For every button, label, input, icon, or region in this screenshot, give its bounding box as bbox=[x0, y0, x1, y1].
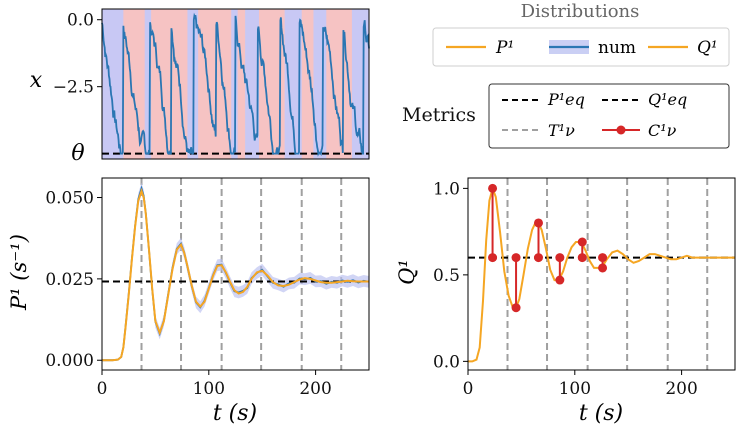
q-t-lines bbox=[506, 178, 709, 370]
distributions-legend: Distributions P¹ num Q¹ bbox=[432, 1, 730, 67]
legend-q-eq-label: Q¹eq bbox=[648, 90, 687, 109]
xtick-label: 100 bbox=[559, 379, 591, 399]
xtick-label: 100 bbox=[193, 379, 225, 399]
c-marker bbox=[488, 183, 498, 193]
trajectory-ytick-label: −2.5 bbox=[53, 78, 94, 98]
q-xticks: 0 100 200 bbox=[463, 370, 698, 399]
q-xlabel: t (s) bbox=[579, 401, 623, 426]
c-marker bbox=[511, 303, 521, 313]
legend-p-eq-label: P¹eq bbox=[547, 90, 585, 109]
xtick-label: 200 bbox=[665, 379, 697, 399]
ytick-label: 0.000 bbox=[45, 351, 94, 371]
c-marker bbox=[555, 275, 565, 285]
ytick-label: 0.5 bbox=[433, 266, 460, 286]
legend-t-label: T¹ν bbox=[548, 121, 575, 140]
c-base-marker bbox=[555, 253, 565, 263]
trajectory-ytick-label: 0.0 bbox=[67, 11, 94, 31]
distributions-title: Distributions bbox=[521, 1, 640, 22]
trajectory-frame bbox=[101, 8, 370, 160]
ytick-label: 0.0 bbox=[433, 352, 460, 372]
c-base-marker bbox=[598, 253, 608, 263]
trajectory-yticks: 0.0 −2.5 bbox=[53, 11, 102, 98]
theta-label: θ bbox=[71, 141, 84, 166]
legend-c-marker bbox=[616, 125, 626, 135]
p-yticks: 0.000 0.025 0.050 bbox=[45, 189, 102, 371]
ytick-label: 0.050 bbox=[45, 189, 94, 209]
p-ylabel: P¹ (s⁻¹) bbox=[7, 234, 31, 311]
trajectory-ylabel: x bbox=[30, 68, 43, 93]
c-points bbox=[488, 183, 608, 313]
legend-num-label: num bbox=[598, 38, 636, 58]
xtick-label: 0 bbox=[97, 379, 108, 399]
metrics-legend: Metrics P¹eq Q¹eq T¹ν C¹ν bbox=[402, 83, 730, 149]
p-xticks: 0 100 200 bbox=[97, 370, 332, 399]
q-ylabel: Q¹ bbox=[395, 259, 419, 285]
c-base-marker bbox=[511, 253, 521, 263]
metrics-box bbox=[488, 83, 730, 149]
legend-c-label: C¹ν bbox=[648, 121, 677, 140]
p-line bbox=[102, 187, 369, 362]
c-base-marker bbox=[488, 253, 498, 263]
c-base-marker bbox=[577, 253, 587, 263]
legend-p-label: P¹ bbox=[495, 38, 514, 58]
ytick-label: 1.0 bbox=[433, 179, 460, 199]
p-xlabel: t (s) bbox=[213, 401, 257, 426]
c-marker bbox=[533, 218, 543, 228]
p-panel: 0.000 0.025 0.050 0 100 200 t (s) P¹ (s⁻¹) bbox=[7, 177, 370, 426]
q-panel: 0.0 0.5 1.0 0 100 200 t (s) Q¹ bbox=[395, 177, 736, 426]
phase-blue-band bbox=[284, 9, 302, 159]
c-marker bbox=[598, 263, 608, 273]
c-base-marker bbox=[533, 253, 543, 263]
p-t-lines bbox=[140, 178, 343, 370]
q-frame bbox=[467, 177, 736, 371]
phase-blue-band bbox=[102, 9, 124, 159]
xtick-label: 200 bbox=[299, 379, 331, 399]
trajectory-panel: 0.0 −2.5 x θ bbox=[30, 8, 370, 166]
phase-blue-band bbox=[144, 9, 152, 159]
c-marker bbox=[577, 237, 587, 247]
legend-q-label: Q¹ bbox=[697, 38, 718, 58]
p-frame bbox=[101, 177, 370, 371]
q-yticks: 0.0 0.5 1.0 bbox=[433, 179, 468, 372]
ytick-label: 0.025 bbox=[45, 270, 94, 290]
phase-blue-band bbox=[245, 9, 259, 159]
trajectory-line bbox=[101, 12, 370, 157]
metrics-title: Metrics bbox=[402, 104, 476, 126]
xtick-label: 0 bbox=[463, 379, 474, 399]
